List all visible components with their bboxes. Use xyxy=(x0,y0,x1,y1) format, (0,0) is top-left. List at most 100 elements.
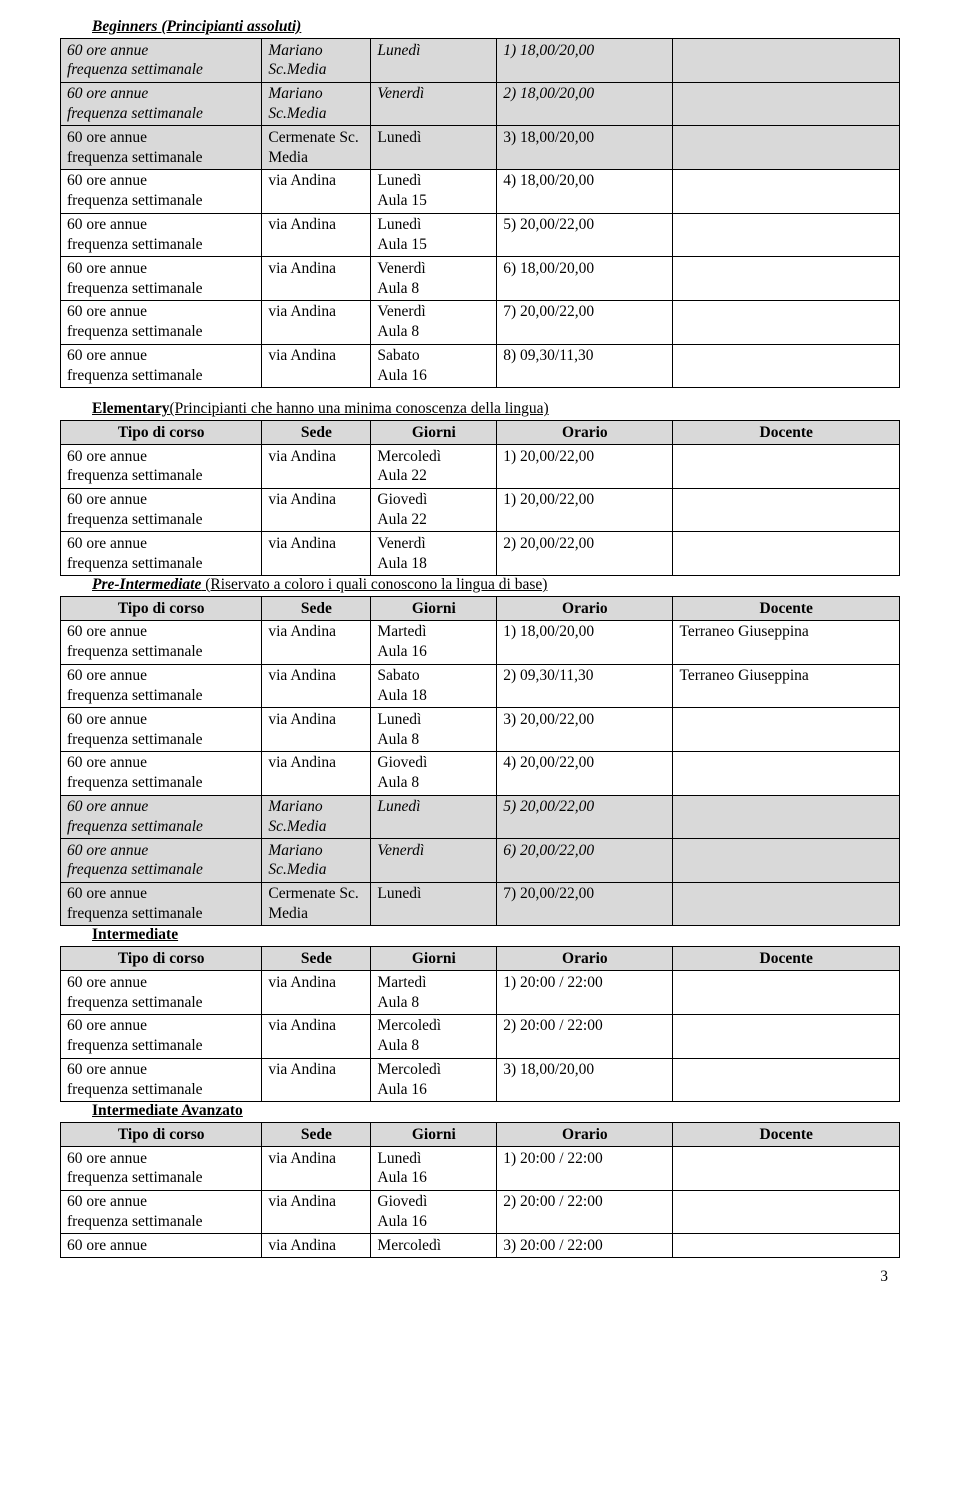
col-sede: Sede xyxy=(262,597,371,621)
table-row: 60 ore annuefrequenza settimanalevia And… xyxy=(61,1147,900,1191)
cell-giorni: LunedìAula 16 xyxy=(371,1147,497,1191)
cell-orario: 1) 20:00 / 22:00 xyxy=(497,1147,673,1191)
preint-table: Tipo di corso Sede Giorni Orario Docente… xyxy=(60,596,900,926)
cell-giorni: Lunedì xyxy=(371,795,497,839)
beginners-suffix: (Principianti assoluti) xyxy=(157,18,301,35)
cell-tipo: 60 ore annuefrequenza settimanale xyxy=(61,1190,262,1234)
col-docente: Docente xyxy=(673,947,900,971)
cell-giorni: SabatoAula 16 xyxy=(371,344,497,388)
cell-orario: 4) 18,00/20,00 xyxy=(497,169,673,213)
cell-tipo: 60 ore annuefrequenza settimanale xyxy=(61,882,262,926)
cell-tipo: 60 ore annuefrequenza settimanale xyxy=(61,1014,262,1058)
intermediate-table: Tipo di corso Sede Giorni Orario Docente… xyxy=(60,946,900,1102)
cell-sede: Mariano Sc.Media xyxy=(262,39,371,83)
cell-sede: via Andina xyxy=(262,169,371,213)
cell-orario: 2) 20:00 / 22:00 xyxy=(497,1190,673,1234)
cell-orario: 1) 18,00/20,00 xyxy=(497,620,673,664)
table-row: 60 ore annuefrequenza settimanalevia And… xyxy=(61,344,900,388)
table-row: 60 ore annuevia AndinaMercoledì3) 20:00 … xyxy=(61,1234,900,1258)
col-docente: Docente xyxy=(673,421,900,445)
cell-orario: 1) 20,00/22,00 xyxy=(497,488,673,532)
cell-docente xyxy=(673,39,900,83)
cell-giorni: SabatoAula 18 xyxy=(371,664,497,708)
cell-orario: 3) 18,00/20,00 xyxy=(497,1058,673,1102)
cell-sede: Mariano Sc.Media xyxy=(262,82,371,126)
cell-sede: via Andina xyxy=(262,344,371,388)
cell-giorni: GiovedìAula 16 xyxy=(371,1190,497,1234)
col-tipo: Tipo di corso xyxy=(61,947,262,971)
cell-sede: via Andina xyxy=(262,1190,371,1234)
table-header-row: Tipo di corso Sede Giorni Orario Docente xyxy=(61,597,900,621)
cell-giorni: Lunedì xyxy=(371,882,497,926)
cell-docente xyxy=(673,445,900,489)
cell-docente xyxy=(673,488,900,532)
cell-sede: via Andina xyxy=(262,532,371,576)
table-row: 60 ore annuefrequenza settimanaleMariano… xyxy=(61,82,900,126)
cell-giorni: Venerdì xyxy=(371,839,497,883)
table-row: 60 ore annuefrequenza settimanalevia And… xyxy=(61,445,900,489)
table-row: 60 ore annuefrequenza settimanalevia And… xyxy=(61,751,900,795)
beginners-title: Beginners (Principianti assoluti) xyxy=(92,18,900,36)
cell-orario: 2) 20,00/22,00 xyxy=(497,532,673,576)
cell-docente xyxy=(673,1058,900,1102)
table-row: 60 ore annuefrequenza settimanalevia And… xyxy=(61,664,900,708)
cell-docente xyxy=(673,1190,900,1234)
table-row: 60 ore annuefrequenza settimanalevia And… xyxy=(61,620,900,664)
cell-docente xyxy=(673,126,900,170)
cell-docente xyxy=(673,532,900,576)
cell-docente: Terraneo Giuseppina xyxy=(673,664,900,708)
cell-sede: Cermenate Sc. Media xyxy=(262,126,371,170)
cell-docente: Terraneo Giuseppina xyxy=(673,620,900,664)
col-sede: Sede xyxy=(262,1123,371,1147)
col-orario: Orario xyxy=(497,1123,673,1147)
beginners-label: Beginners xyxy=(92,18,157,35)
cell-orario: 5) 20,00/22,00 xyxy=(497,213,673,257)
preint-title: Pre-Intermediate (Riservato a coloro i q… xyxy=(92,576,900,594)
cell-tipo: 60 ore annuefrequenza settimanale xyxy=(61,664,262,708)
cell-tipo: 60 ore annuefrequenza settimanale xyxy=(61,300,262,344)
cell-tipo: 60 ore annuefrequenza settimanale xyxy=(61,445,262,489)
cell-orario: 1) 18,00/20,00 xyxy=(497,39,673,83)
table-row: 60 ore annuefrequenza settimanaleCermena… xyxy=(61,882,900,926)
table-header-row: Tipo di corso Sede Giorni Orario Docente xyxy=(61,1123,900,1147)
page-number: 3 xyxy=(60,1268,900,1286)
elementary-title: Elementary(Principianti che hanno una mi… xyxy=(92,400,900,418)
cell-orario: 4) 20,00/22,00 xyxy=(497,751,673,795)
table-row: 60 ore annuefrequenza settimanalevia And… xyxy=(61,300,900,344)
cell-docente xyxy=(673,169,900,213)
cell-orario: 6) 18,00/20,00 xyxy=(497,257,673,301)
cell-tipo: 60 ore annuefrequenza settimanale xyxy=(61,169,262,213)
cell-orario: 7) 20,00/22,00 xyxy=(497,300,673,344)
cell-docente xyxy=(673,257,900,301)
cell-orario: 1) 20:00 / 22:00 xyxy=(497,971,673,1015)
cell-sede: via Andina xyxy=(262,708,371,752)
cell-giorni: Mercoledì xyxy=(371,1234,497,1258)
cell-sede: via Andina xyxy=(262,257,371,301)
cell-giorni: MercoledìAula 22 xyxy=(371,445,497,489)
cell-giorni: MartedìAula 8 xyxy=(371,971,497,1015)
cell-giorni: VenerdìAula 8 xyxy=(371,300,497,344)
cell-orario: 3) 20:00 / 22:00 xyxy=(497,1234,673,1258)
cell-giorni: LunedìAula 8 xyxy=(371,708,497,752)
cell-orario: 2) 18,00/20,00 xyxy=(497,82,673,126)
cell-tipo: 60 ore annuefrequenza settimanale xyxy=(61,213,262,257)
table-row: 60 ore annuefrequenza settimanalevia And… xyxy=(61,1058,900,1102)
col-docente: Docente xyxy=(673,597,900,621)
col-giorni: Giorni xyxy=(371,947,497,971)
col-sede: Sede xyxy=(262,421,371,445)
cell-docente xyxy=(673,1234,900,1258)
cell-giorni: MartedìAula 16 xyxy=(371,620,497,664)
cell-docente xyxy=(673,795,900,839)
cell-sede: via Andina xyxy=(262,1014,371,1058)
cell-tipo: 60 ore annuefrequenza settimanale xyxy=(61,751,262,795)
cell-giorni: VenerdìAula 8 xyxy=(371,257,497,301)
cell-docente xyxy=(673,971,900,1015)
cell-sede: via Andina xyxy=(262,971,371,1015)
cell-docente xyxy=(673,1147,900,1191)
cell-giorni: VenerdìAula 18 xyxy=(371,532,497,576)
table-header-row: Tipo di corso Sede Giorni Orario Docente xyxy=(61,421,900,445)
col-giorni: Giorni xyxy=(371,421,497,445)
col-sede: Sede xyxy=(262,947,371,971)
table-row: 60 ore annuefrequenza settimanalevia And… xyxy=(61,532,900,576)
cell-tipo: 60 ore annuefrequenza settimanale xyxy=(61,39,262,83)
